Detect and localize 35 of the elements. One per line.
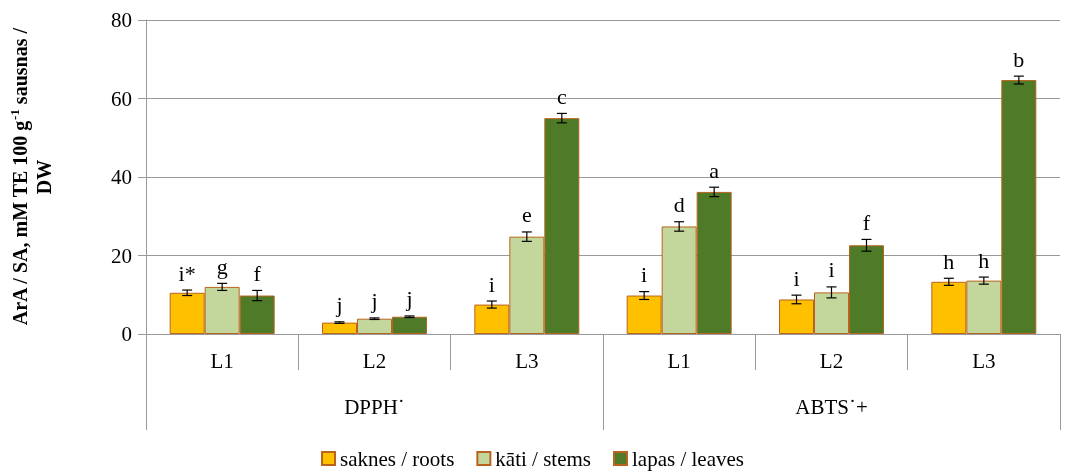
data-label: i [828, 257, 835, 283]
x-tick-label: L1 [210, 348, 234, 373]
data-label: i [641, 262, 648, 288]
x-tick-label: L2 [362, 348, 387, 373]
data-label: j [370, 288, 378, 314]
text: ABTS˙+ [795, 394, 868, 419]
data-label: c [556, 83, 567, 109]
legend-label: kāti / stems [495, 446, 592, 471]
data-label: h [943, 248, 955, 274]
y-tick-label: 40 [111, 165, 132, 189]
data-label: i [793, 265, 800, 291]
data-label: f [253, 260, 262, 286]
x-tick-label: L3 [515, 348, 539, 373]
data-label: j [405, 286, 413, 312]
y-tick-label: 80 [111, 8, 132, 32]
legend-label: saknes / roots [340, 446, 455, 471]
data-label: g [216, 253, 228, 279]
data-label: f [862, 209, 871, 235]
x-tick-label: L2 [819, 348, 844, 373]
data-label: j [335, 292, 343, 318]
x-tick-label: L1 [667, 348, 691, 373]
text: ArA / SA, mM TE 100 g-1 sausnas / DW [7, 27, 55, 326]
y-tick-label: 60 [111, 86, 132, 111]
x-tick-label: L3 [972, 348, 996, 373]
text: DPPH˙ [344, 394, 405, 419]
data-label: a [709, 157, 720, 183]
data-label: e [521, 202, 532, 228]
data-label: d [673, 192, 685, 218]
data-label: i* [178, 260, 196, 286]
y-tick-label: 0 [121, 322, 132, 346]
data-label: b [1013, 46, 1025, 72]
data-label: h [978, 247, 990, 273]
data-label: i [488, 271, 495, 297]
legend-label: lapas / leaves [632, 446, 744, 471]
y-tick-label: 20 [111, 243, 132, 268]
